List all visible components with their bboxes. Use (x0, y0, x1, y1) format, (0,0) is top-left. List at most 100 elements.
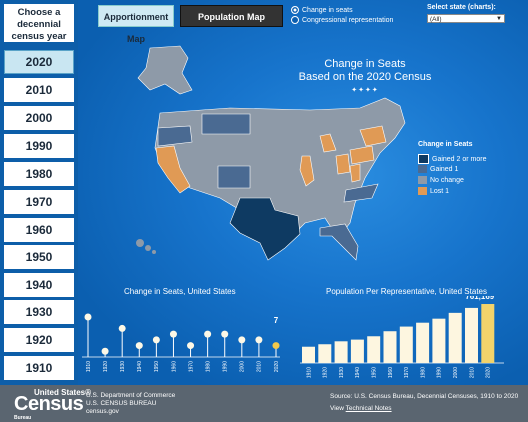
lollipop-point (272, 342, 280, 350)
population-bar (416, 322, 430, 363)
state-colorado[interactable] (217, 165, 251, 189)
technical-notes: View Technical Notes (330, 405, 392, 412)
population-bar (448, 312, 462, 363)
hawaii-island (152, 250, 156, 254)
state-alaska[interactable] (137, 45, 193, 95)
state-new-york[interactable] (359, 125, 387, 147)
state-ohio[interactable] (335, 153, 351, 175)
tick-label: 1950 (372, 367, 378, 378)
footer (0, 385, 528, 422)
legend-gained-1: Gained 1 (418, 165, 458, 174)
legend-label: Gained 1 (430, 166, 459, 173)
lollipop-point (101, 347, 109, 355)
tick-label: 1950 (154, 361, 160, 372)
state-west-virginia[interactable] (349, 163, 361, 183)
state-illinois[interactable] (299, 155, 315, 187)
view-label: View (330, 405, 346, 412)
lollipop-point (221, 330, 229, 338)
legend-label: No change (430, 177, 464, 184)
state-north-carolina[interactable] (343, 183, 379, 203)
hawaii-island (145, 245, 151, 251)
population-annotation: 761,169 (465, 296, 494, 301)
legend-swatch (418, 165, 427, 174)
map-title-line1: Change in Seats (324, 58, 406, 70)
tick-label: 1990 (437, 367, 443, 378)
logo-census: Census (14, 393, 84, 415)
tick-label: 1960 (388, 367, 394, 378)
population-bar (481, 304, 495, 363)
year-button-1970[interactable]: 1970 (4, 190, 74, 214)
tick-label: 1970 (404, 367, 410, 378)
population-bar (432, 318, 446, 363)
population-bar (302, 346, 315, 363)
technical-notes-link[interactable]: Technical Notes (345, 405, 392, 412)
lollipop-point (255, 336, 263, 344)
radio-congressional-label: Congressional representation (302, 16, 394, 24)
state-select-label: Select state (charts): (427, 4, 496, 11)
radio-selected-icon (291, 6, 299, 14)
seat-change-chart-title: Change in Seats, United States (124, 287, 236, 296)
lollipop-point (187, 342, 195, 350)
year-button-1950[interactable]: 1950 (4, 245, 74, 269)
state-select[interactable]: (All) ▼ (427, 14, 505, 23)
population-bar (465, 307, 478, 363)
tick-label: 1980 (205, 361, 211, 372)
tick-label: 1930 (339, 367, 345, 378)
dept-line3: census.gov (86, 408, 119, 415)
year-button-1980[interactable]: 1980 (4, 162, 74, 186)
year-button-1910[interactable]: 1910 (4, 356, 74, 380)
sidebar-title: Choose a decennial census year (4, 4, 74, 42)
state-florida[interactable] (319, 223, 359, 261)
tick-label: 2020 (486, 367, 492, 378)
legend-label: Gained 2 or more (432, 155, 487, 163)
state-hawaii[interactable] (136, 239, 144, 247)
tick-label: 1970 (188, 361, 194, 372)
us-map[interactable] (110, 38, 420, 273)
year-button-2010[interactable]: 2010 (4, 78, 74, 102)
tick-label: 1920 (103, 361, 109, 372)
tick-label: 1960 (171, 361, 177, 372)
state-texas[interactable] (229, 197, 301, 261)
tick-label: 1920 (323, 367, 329, 378)
state-montana[interactable] (201, 113, 251, 135)
state-michigan[interactable] (319, 133, 337, 153)
radio-change-in-seats[interactable]: Change in seats (291, 6, 353, 14)
tick-label: 1940 (137, 361, 143, 372)
population-bar (350, 339, 364, 363)
year-button-1920[interactable]: 1920 (4, 328, 74, 352)
year-button-2000[interactable]: 2000 (4, 106, 74, 130)
tick-label: 2020 (274, 361, 280, 372)
department-text: U.S. Department of Commerce U.S. CENSUS … (86, 392, 175, 416)
lollipop-point (238, 336, 246, 344)
legend-label: Lost 1 (430, 188, 450, 195)
state-oregon[interactable] (157, 125, 193, 147)
population-per-rep-chart[interactable]: 1910 1920 1930 1940 1950 1960 1970 1980 1990 2000… (298, 296, 508, 385)
lollipop-point (204, 330, 212, 338)
state-pennsylvania[interactable] (349, 145, 375, 165)
logo-bureau: Bureau (14, 415, 32, 421)
lollipop-point (152, 336, 160, 344)
radio-congressional-representation[interactable]: Congressional representation (291, 16, 393, 24)
apportionment-map-tab[interactable]: Apportionment Map (98, 5, 174, 44)
legend-title: Change in Seats (418, 141, 473, 148)
tick-label: 1990 (223, 361, 229, 372)
year-button-1930[interactable]: 1930 (4, 300, 74, 324)
lollipop-point (135, 342, 143, 350)
state-select-value: (All) (430, 16, 442, 23)
legend-no-change: No change (418, 176, 464, 185)
tick-label: 1930 (120, 361, 126, 372)
population-bar (367, 336, 381, 363)
tick-label: 2000 (453, 367, 459, 378)
year-sidebar: Choose a decennial census year 2020 2010… (0, 0, 78, 385)
tick-label: 1940 (355, 367, 361, 378)
population-map-tab[interactable]: Population Map (180, 5, 283, 27)
year-button-1990[interactable]: 1990 (4, 134, 74, 158)
source-text: Source: U.S. Census Bureau, Decennial Ce… (330, 393, 519, 400)
year-button-2020[interactable]: 2020 (4, 50, 74, 74)
state-california[interactable] (155, 145, 191, 194)
radio-change-label: Change in seats (302, 6, 353, 14)
year-button-1940[interactable]: 1940 (4, 273, 74, 297)
seat-change-chart[interactable]: 1910 1920 1930 1940 1950 1960 1970 1980 1990 2000… (80, 300, 285, 385)
population-bar (318, 344, 332, 363)
year-button-1960[interactable]: 1960 (4, 218, 74, 242)
